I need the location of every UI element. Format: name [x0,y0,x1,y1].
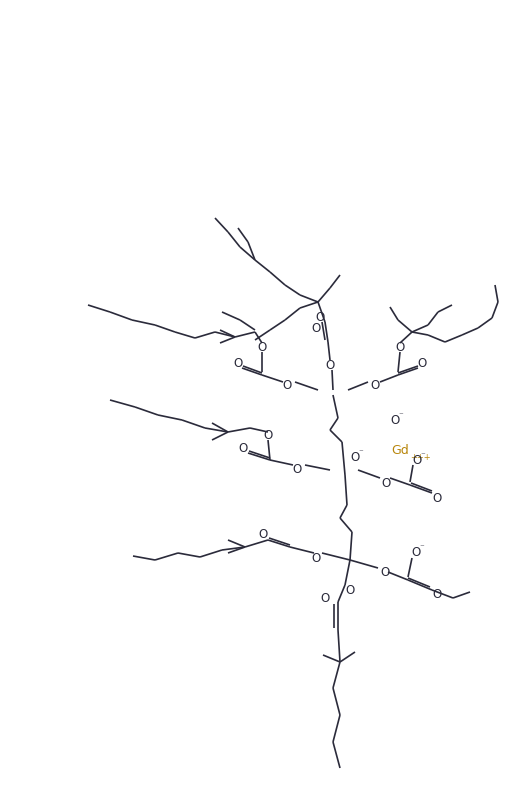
Text: O: O [312,551,321,565]
Text: O: O [432,491,442,505]
Text: O: O [413,453,422,467]
Text: O: O [350,450,360,464]
Text: O: O [258,340,267,353]
Text: O: O [259,529,268,541]
Text: ⁻: ⁻ [421,452,425,461]
Text: O: O [292,462,301,476]
Text: O: O [320,592,330,604]
Text: Gd: Gd [391,443,409,457]
Text: ⁻: ⁻ [398,412,403,420]
Text: O: O [238,442,247,454]
Text: O: O [282,378,291,392]
Text: O: O [432,589,442,601]
Text: O: O [316,310,325,323]
Text: O: O [417,356,427,370]
Text: O: O [381,476,391,490]
Text: O: O [380,566,390,578]
Text: O: O [370,378,380,392]
Text: O: O [312,322,321,334]
Text: O: O [325,359,335,371]
Text: O: O [233,356,242,370]
Text: +++: +++ [410,453,430,461]
Text: O: O [412,546,421,559]
Text: O: O [395,340,405,353]
Text: O: O [390,413,399,427]
Text: ⁻: ⁻ [359,449,364,457]
Text: ⁻: ⁻ [420,544,424,552]
Text: O: O [264,428,273,442]
Text: O: O [345,584,355,596]
